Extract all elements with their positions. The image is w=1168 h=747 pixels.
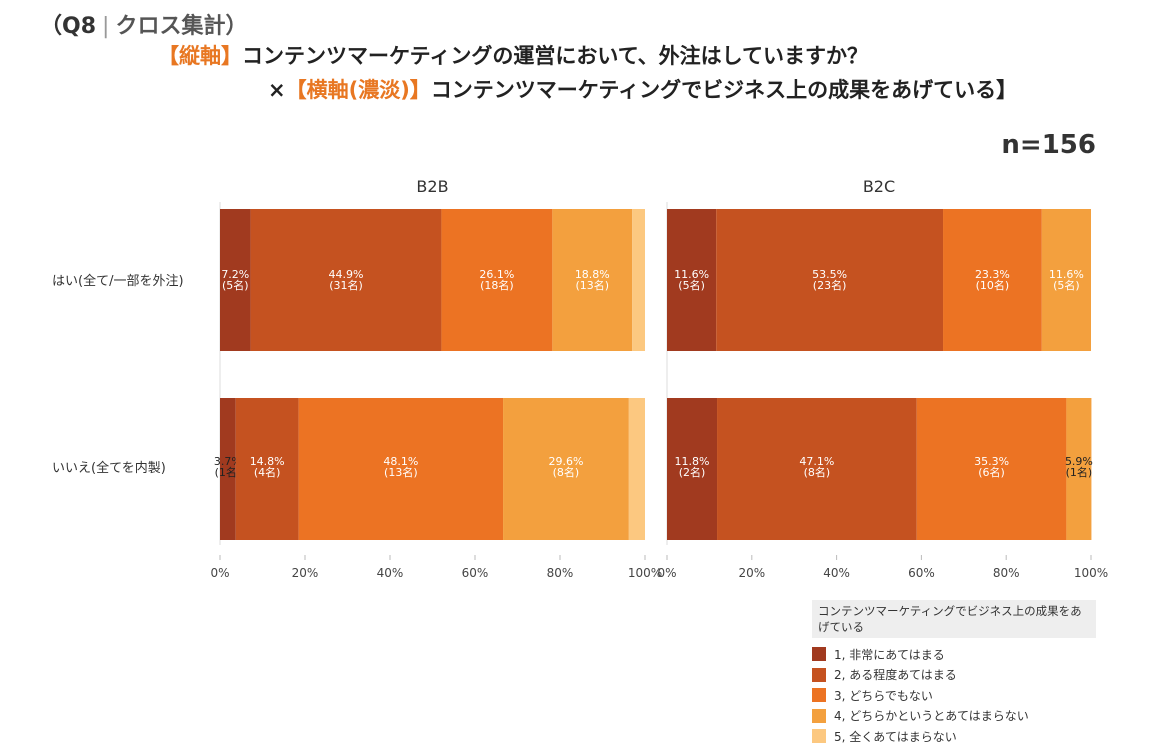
tick-label: 20% bbox=[738, 566, 765, 580]
legend-label: 2, ある程度あてはまる bbox=[834, 668, 957, 683]
horizontal-axis-question: ×【横軸(濃淡)】コンテンツマーケティングでビジネス上の成果をあげている】 bbox=[268, 74, 1017, 104]
data-label: 14.8% bbox=[250, 455, 285, 468]
bar-segment bbox=[552, 209, 633, 351]
legend-item: 4, どちらかというとあてはまらない bbox=[812, 706, 1096, 727]
data-label: 48.1% bbox=[383, 455, 418, 468]
legend-item: 3, どちらでもない bbox=[812, 685, 1096, 706]
data-label: 7.2% bbox=[221, 268, 249, 281]
data-label: 11.6% bbox=[1049, 268, 1084, 281]
tick-label: 60% bbox=[462, 566, 489, 580]
legend-label: 4, どちらかというとあてはまらない bbox=[834, 709, 1029, 724]
data-label: 5.9% bbox=[1065, 455, 1093, 468]
legend-item: 2, ある程度あてはまる bbox=[812, 665, 1096, 686]
bar-segment bbox=[250, 209, 442, 351]
question-title: （Q8 | クロス集計） bbox=[40, 8, 247, 40]
tick-label: 0% bbox=[210, 566, 229, 580]
bar-segment bbox=[1066, 398, 1092, 540]
bar-segment bbox=[1041, 209, 1091, 351]
data-label-count: (10名) bbox=[976, 278, 1010, 292]
tick-label: 100% bbox=[1074, 566, 1108, 580]
data-label: 29.6% bbox=[548, 455, 583, 468]
data-label-count: (5名) bbox=[222, 278, 249, 292]
panel-title: B2B bbox=[416, 177, 448, 196]
data-label-count: (5名) bbox=[678, 278, 705, 292]
data-label-count: (23名) bbox=[813, 278, 847, 292]
bar-segment bbox=[220, 398, 236, 540]
data-label: 23.3% bbox=[975, 268, 1010, 281]
vertical-axis-text: コンテンツマーケティングの運営において、外注はしていますか？ bbox=[242, 44, 869, 68]
data-label-count: (13名) bbox=[576, 278, 610, 292]
panel-title: B2C bbox=[863, 177, 895, 196]
data-label-count: (31名) bbox=[329, 278, 363, 292]
tick-label: 60% bbox=[908, 566, 935, 580]
tick-label: 80% bbox=[547, 566, 574, 580]
data-label-count: (4名) bbox=[254, 465, 281, 479]
legend-label: 5, 全くあてはまらない bbox=[834, 729, 957, 744]
bar-segment bbox=[667, 398, 718, 540]
data-label: 44.9% bbox=[329, 268, 364, 281]
bar-segment bbox=[717, 398, 917, 540]
data-label-count: (1名) bbox=[1066, 465, 1093, 479]
data-label-count: (8名) bbox=[804, 465, 831, 479]
legend-swatch bbox=[812, 729, 826, 744]
legend-items: 1, 非常にあてはまる 2, ある程度あてはまる 3, どちらでもない 4, どちらか… bbox=[812, 644, 1096, 747]
data-label-count: (6名) bbox=[978, 465, 1005, 479]
legend-swatch bbox=[812, 667, 826, 682]
data-label-count: (8名) bbox=[553, 465, 580, 479]
data-label: 47.1% bbox=[799, 455, 834, 468]
bar-segment bbox=[916, 398, 1067, 540]
bar-segment bbox=[628, 398, 645, 540]
tick-label: 100% bbox=[628, 566, 662, 580]
legend-label: 1, 非常にあてはまる bbox=[834, 647, 945, 662]
vertical-axis-question: 【縦軸】コンテンツマーケティングの運営において、外注はしていますか？ bbox=[158, 40, 868, 70]
legend-label: 3, どちらでもない bbox=[834, 688, 933, 703]
tick-label: 80% bbox=[993, 566, 1020, 580]
data-label: 18.8% bbox=[575, 268, 610, 281]
legend-swatch bbox=[812, 647, 826, 662]
data-label: 35.3% bbox=[974, 455, 1009, 468]
data-label-count: (18名) bbox=[480, 278, 514, 292]
bar-segment bbox=[667, 209, 717, 351]
horizontal-axis-text: コンテンツマーケティングでビジネス上の成果をあげている】 bbox=[430, 78, 1018, 102]
times-symbol: × bbox=[268, 78, 286, 102]
legend-swatch bbox=[812, 708, 826, 723]
data-label: 26.1% bbox=[479, 268, 514, 281]
horizontal-axis-bracket: 【横軸(濃淡)】 bbox=[285, 78, 431, 102]
data-label: 11.6% bbox=[674, 268, 709, 281]
bar-segment bbox=[441, 209, 553, 351]
row-label: いいえ(全てを内製) bbox=[52, 460, 166, 476]
legend-item: 5, 全くあてはまらない bbox=[812, 726, 1096, 747]
question-number: （Q8 bbox=[40, 14, 97, 39]
bar-segment bbox=[220, 209, 251, 351]
tick-label: 40% bbox=[823, 566, 850, 580]
bar-segment bbox=[943, 209, 1042, 351]
legend-item: 1, 非常にあてはまる bbox=[812, 644, 1096, 665]
data-label-count: (2名) bbox=[679, 465, 706, 479]
bar-segment bbox=[235, 398, 299, 540]
question-subtitle: クロス集計） bbox=[115, 14, 248, 39]
data-label: 3.7% bbox=[214, 455, 242, 468]
tick-label: 40% bbox=[377, 566, 404, 580]
legend-title: コンテンツマーケティングでビジネス上の成果をあげている bbox=[812, 600, 1096, 638]
data-label-count: (5名) bbox=[1053, 278, 1080, 292]
data-label-count: (1名) bbox=[215, 465, 242, 479]
bar-segment bbox=[503, 398, 629, 540]
bar-segment bbox=[632, 209, 645, 351]
data-label: 11.8% bbox=[675, 455, 710, 468]
bar-segment bbox=[298, 398, 504, 540]
bar-segment bbox=[716, 209, 944, 351]
tick-label: 20% bbox=[292, 566, 319, 580]
legend: コンテンツマーケティングでビジネス上の成果をあげている 1, 非常にあてはまる 2… bbox=[812, 600, 1096, 747]
row-label: はい(全て/一部を外注) bbox=[52, 273, 184, 289]
tick-label: 0% bbox=[657, 566, 676, 580]
data-label: 53.5% bbox=[812, 268, 847, 281]
sample-size: n=156 bbox=[1001, 130, 1096, 160]
data-label-count: (13名) bbox=[384, 465, 418, 479]
vertical-axis-bracket: 【縦軸】 bbox=[158, 44, 242, 68]
stacked-bar-chart: はい(全て/一部を外注)いいえ(全てを内製)B2B7.2%(5名)44.9%(3… bbox=[52, 177, 1108, 580]
title-separator: | bbox=[102, 14, 110, 39]
legend-swatch bbox=[812, 688, 826, 703]
